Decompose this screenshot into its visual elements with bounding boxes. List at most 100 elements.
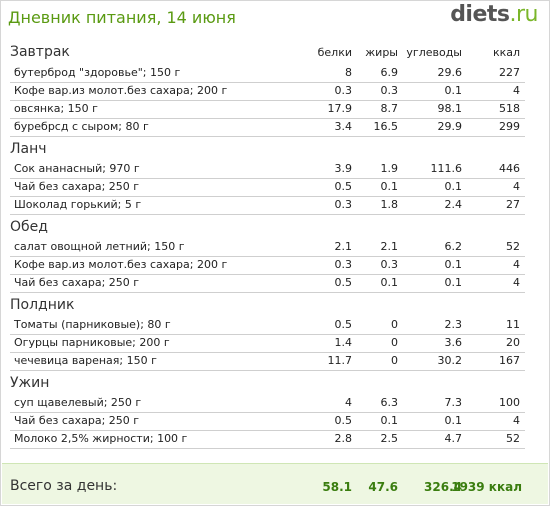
- food-row: Огурцы парниковые; 200 г 1.4 0 3.6 20: [10, 334, 525, 353]
- food-fat: 0.3: [380, 84, 399, 97]
- food-carbs: 0.1: [444, 276, 463, 289]
- food-name: Кофе вар.из молот.без сахара; 200 г: [14, 84, 228, 97]
- food-fat: 16.5: [373, 120, 399, 133]
- food-protein: 0.3: [334, 258, 353, 271]
- food-protein: 0.5: [334, 180, 353, 193]
- food-kcal: 4: [513, 84, 520, 97]
- food-name: Чай без сахара; 250 г: [14, 276, 140, 289]
- food-fat: 1.8: [380, 198, 399, 211]
- page-title: Дневник питания, 14 июня: [8, 8, 236, 27]
- food-row: Молоко 2,5% жирности; 100 г 2.8 2.5 4.7 …: [10, 430, 525, 449]
- food-carbs: 0.1: [444, 414, 463, 427]
- meal-title: Ужин: [10, 375, 50, 391]
- food-fat: 0.1: [380, 180, 399, 193]
- site-logo[interactable]: diets.ru: [450, 2, 538, 27]
- food-row: Чай без сахара; 250 г 0.5 0.1 0.1 4: [10, 274, 525, 293]
- food-row: Кофе вар.из молот.без сахара; 200 г 0.3 …: [10, 82, 525, 101]
- food-kcal: 11: [506, 318, 520, 331]
- food-carbs: 29.6: [437, 66, 463, 79]
- food-protein: 17.9: [327, 102, 353, 115]
- food-kcal: 52: [506, 432, 520, 445]
- food-row: Шоколад горький; 5 г 0.3 1.8 2.4 27: [10, 196, 525, 215]
- food-row: Чай без сахара; 250 г 0.5 0.1 0.1 4: [10, 178, 525, 197]
- food-fat: 0.1: [380, 276, 399, 289]
- food-kcal: 4: [513, 180, 520, 193]
- food-carbs: 4.7: [444, 432, 463, 445]
- food-name: Чай без сахара; 250 г: [14, 414, 140, 427]
- food-fat: 2.5: [380, 432, 399, 445]
- column-headers: белки жиры углеводы ккал: [0, 46, 550, 62]
- food-protein: 2.1: [334, 240, 353, 253]
- food-name: салат овощной летний; 150 г: [14, 240, 185, 253]
- food-carbs: 111.6: [430, 162, 463, 175]
- column-header-carbs: углеводы: [406, 46, 462, 59]
- food-kcal: 299: [499, 120, 520, 133]
- column-header-kcal: ккал: [492, 46, 520, 59]
- food-carbs: 2.4: [444, 198, 463, 211]
- food-name: Чай без сахара; 250 г: [14, 180, 140, 193]
- food-carbs: 3.6: [444, 336, 463, 349]
- food-carbs: 0.1: [444, 258, 463, 271]
- food-fat: 6.3: [380, 396, 399, 409]
- daily-totals: Всего за день: 58.1 47.6 326.4 1939 ккал: [2, 463, 548, 504]
- totals-label: Всего за день:: [10, 478, 118, 494]
- food-carbs: 0.1: [444, 180, 463, 193]
- food-carbs: 2.3: [444, 318, 463, 331]
- food-carbs: 7.3: [444, 396, 463, 409]
- meal-title: Полдник: [10, 297, 75, 313]
- food-row: овсянка; 150 г 17.9 8.7 98.1 518: [10, 100, 525, 119]
- food-protein: 3.9: [334, 162, 353, 175]
- food-protein: 8: [345, 66, 352, 79]
- food-row: салат овощной летний; 150 г 2.1 2.1 6.2 …: [10, 238, 525, 257]
- food-name: Кофе вар.из молот.без сахара; 200 г: [14, 258, 228, 271]
- food-fat: 8.7: [380, 102, 399, 115]
- total-carbs: 326.4: [424, 480, 462, 494]
- food-carbs: 6.2: [444, 240, 463, 253]
- food-kcal: 227: [499, 66, 520, 79]
- food-carbs: 98.1: [437, 102, 463, 115]
- food-fat: 1.9: [380, 162, 399, 175]
- food-kcal: 100: [499, 396, 520, 409]
- logo-main-text: diets: [450, 2, 510, 27]
- food-kcal: 446: [499, 162, 520, 175]
- food-row: буребрсд с сыром; 80 г 3.4 16.5 29.9 299: [10, 118, 525, 137]
- food-fat: 2.1: [380, 240, 399, 253]
- food-kcal: 4: [513, 276, 520, 289]
- food-name: Томаты (парниковые); 80 г: [14, 318, 171, 331]
- food-fat: 6.9: [380, 66, 399, 79]
- food-row: чечевица вареная; 150 г 11.7 0 30.2 167: [10, 352, 525, 371]
- food-protein: 1.4: [334, 336, 353, 349]
- column-header-fat: жиры: [365, 46, 398, 59]
- food-protein: 0.5: [334, 414, 353, 427]
- food-protein: 11.7: [327, 354, 353, 367]
- food-fat: 0.1: [380, 414, 399, 427]
- food-kcal: 518: [499, 102, 520, 115]
- food-name: суп щавелевый; 250 г: [14, 396, 142, 409]
- food-protein: 0.3: [334, 84, 353, 97]
- logo-suffix-text: .ru: [509, 2, 539, 27]
- food-carbs: 29.9: [437, 120, 463, 133]
- food-row: суп щавелевый; 250 г 4 6.3 7.3 100: [10, 394, 525, 413]
- food-row: Кофе вар.из молот.без сахара; 200 г 0.3 …: [10, 256, 525, 275]
- food-kcal: 20: [506, 336, 520, 349]
- food-fat: 0: [391, 354, 398, 367]
- food-name: Молоко 2,5% жирности; 100 г: [14, 432, 188, 445]
- food-protein: 0.5: [334, 276, 353, 289]
- food-name: чечевица вареная; 150 г: [14, 354, 157, 367]
- food-name: Шоколад горький; 5 г: [14, 198, 142, 211]
- food-name: бутерброд "здоровье"; 150 г: [14, 66, 181, 79]
- food-row: бутерброд "здоровье"; 150 г 8 6.9 29.6 2…: [10, 64, 525, 83]
- food-protein: 2.8: [334, 432, 353, 445]
- meal-title: Завтрак: [10, 44, 70, 60]
- food-name: Огурцы парниковые; 200 г: [14, 336, 170, 349]
- food-kcal: 167: [499, 354, 520, 367]
- column-header-protein: белки: [317, 46, 352, 59]
- food-carbs: 0.1: [444, 84, 463, 97]
- food-fat: 0: [391, 336, 398, 349]
- food-protein: 4: [345, 396, 352, 409]
- food-kcal: 4: [513, 258, 520, 271]
- food-kcal: 27: [506, 198, 520, 211]
- meal-title: Ланч: [10, 141, 47, 157]
- total-protein: 58.1: [322, 480, 352, 494]
- total-fat: 47.6: [368, 480, 398, 494]
